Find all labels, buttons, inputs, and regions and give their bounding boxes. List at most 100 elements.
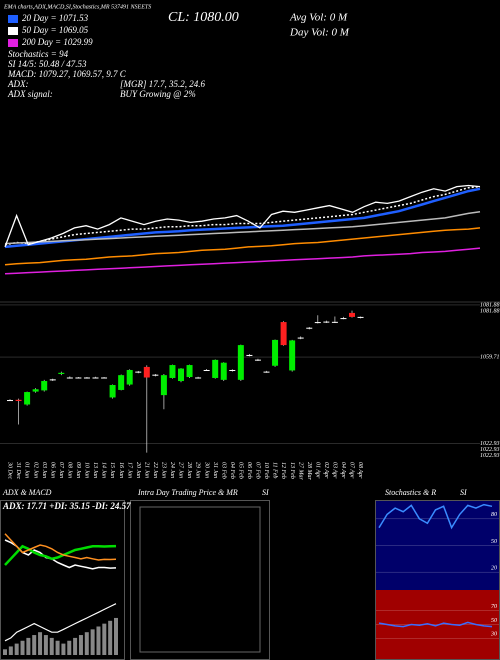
x-tick-label: 17 Jan xyxy=(126,462,132,478)
bar xyxy=(96,626,101,655)
legend-swatch xyxy=(8,15,18,23)
candle-body xyxy=(49,379,56,381)
x-tick-label: 01 Apr xyxy=(314,462,320,479)
adx-label: ADX: xyxy=(7,79,29,89)
series-line xyxy=(4,539,117,570)
bar xyxy=(90,629,95,655)
candle-body xyxy=(289,340,296,371)
adx-value: [MGR] 17.7, 35.2, 24.6 xyxy=(120,79,205,89)
level-label: 1022.93 xyxy=(480,447,500,453)
legend-label: 200 Day = 1029.99 xyxy=(22,37,93,47)
candle-body xyxy=(349,312,355,317)
x-tick-label: 31 Dec xyxy=(15,461,21,479)
panel-fill xyxy=(376,501,499,590)
candle-body xyxy=(135,371,142,373)
panel-title: Stochastics & R xyxy=(385,488,436,497)
plot-area xyxy=(139,506,261,653)
candle-body xyxy=(75,377,82,379)
series-line xyxy=(4,544,117,566)
candle-body xyxy=(24,392,31,405)
x-tick-label: 13 Feb xyxy=(289,462,295,479)
x-tick-label: 21 Jan xyxy=(143,462,149,478)
candle-body xyxy=(357,316,364,318)
x-tick-label: 06 Jan xyxy=(49,462,55,478)
candle-body xyxy=(66,377,73,379)
bar xyxy=(84,632,89,655)
candle-body xyxy=(246,354,253,356)
x-tick-label: 24 Jan xyxy=(169,462,176,478)
x-tick-label: 30 Jan xyxy=(203,461,209,478)
x-tick-label: 28 Jan xyxy=(186,462,192,478)
candle-body xyxy=(32,389,39,392)
y-tick-label: 50 xyxy=(491,539,497,545)
x-tick-label: 27 Mar xyxy=(297,462,303,480)
x-tick-label: 07 Feb xyxy=(255,462,261,479)
adx-value: BUY Growing @ 2% xyxy=(120,89,196,99)
candle-body xyxy=(7,400,13,402)
x-tick-label: 28 Mar xyxy=(306,462,312,480)
avg-vol: Avg Vol: 0 M xyxy=(289,12,348,24)
bar xyxy=(61,643,66,655)
y-tick-label: 30 xyxy=(490,632,497,638)
y-tick-label: 50 xyxy=(491,618,497,624)
candle-body xyxy=(152,374,159,376)
x-tick-label: 11 Feb xyxy=(272,462,278,478)
series-line xyxy=(4,533,117,561)
x-tick-label: 16 Jan xyxy=(118,462,124,478)
candle-body xyxy=(41,381,48,391)
candle-body xyxy=(186,365,193,378)
legend-swatch xyxy=(8,39,18,47)
bar xyxy=(108,620,113,655)
y-tick-label: 70 xyxy=(491,604,497,610)
series-line xyxy=(4,603,117,642)
x-tick-label: 03 Apr xyxy=(332,462,338,479)
y-tick-label: 20 xyxy=(491,566,497,572)
candle-body xyxy=(101,377,108,379)
candle-body xyxy=(169,365,176,378)
x-tick-label: 09 Jan xyxy=(75,462,81,478)
day-vol: Day Vol: 0 M xyxy=(289,27,350,39)
bar xyxy=(43,635,48,655)
candle-body xyxy=(178,368,184,382)
x-tick-label: 20 Jan xyxy=(135,462,141,478)
candle-body xyxy=(109,385,116,398)
stat: MACD: 1079.27, 1069.57, 9.7 C xyxy=(7,69,127,79)
x-tick-label: 13 Jan xyxy=(92,462,98,478)
panel-subtitle: SI xyxy=(460,488,467,497)
bar xyxy=(114,617,118,655)
x-tick-label: 08 Apr xyxy=(357,462,363,479)
x-tick-label: 07 Jan xyxy=(58,462,64,478)
candle-body xyxy=(58,372,65,374)
series-line xyxy=(4,227,481,266)
adx-label: ADX signal: xyxy=(7,89,53,99)
bar xyxy=(3,649,7,655)
x-tick-label: 04 Apr xyxy=(340,462,347,479)
candle-body xyxy=(254,359,261,361)
candle-body xyxy=(220,362,227,380)
bar xyxy=(38,632,43,655)
series-line xyxy=(4,247,481,275)
series-line xyxy=(378,621,493,628)
series-line xyxy=(378,503,493,530)
panel-subtitle: SI xyxy=(262,488,269,497)
level-label: 1081.88 xyxy=(480,302,500,308)
x-tick-label: 29 Jan xyxy=(195,462,201,478)
candle-body xyxy=(92,377,99,379)
bar xyxy=(49,637,54,655)
series-line xyxy=(4,210,481,245)
x-tick-label: 01 Jan xyxy=(24,462,30,478)
stat: Stochastics = 94 xyxy=(8,49,69,59)
level-label: 1059.71 xyxy=(480,354,500,360)
x-tick-label: 02 Apr xyxy=(323,462,329,479)
x-tick-label: 31 Jan xyxy=(212,461,218,478)
candle-body xyxy=(160,375,167,396)
candle-body xyxy=(195,377,202,379)
bar xyxy=(67,640,72,655)
bar xyxy=(55,640,60,655)
x-tick-label: 07 Apr xyxy=(349,462,355,479)
candle-body xyxy=(331,321,338,323)
x-tick-label: 23 Jan xyxy=(161,462,167,478)
bar xyxy=(8,646,13,655)
x-tick-label: 05 Feb xyxy=(237,462,243,479)
legend-label: 20 Day = 1071.53 xyxy=(22,13,89,23)
